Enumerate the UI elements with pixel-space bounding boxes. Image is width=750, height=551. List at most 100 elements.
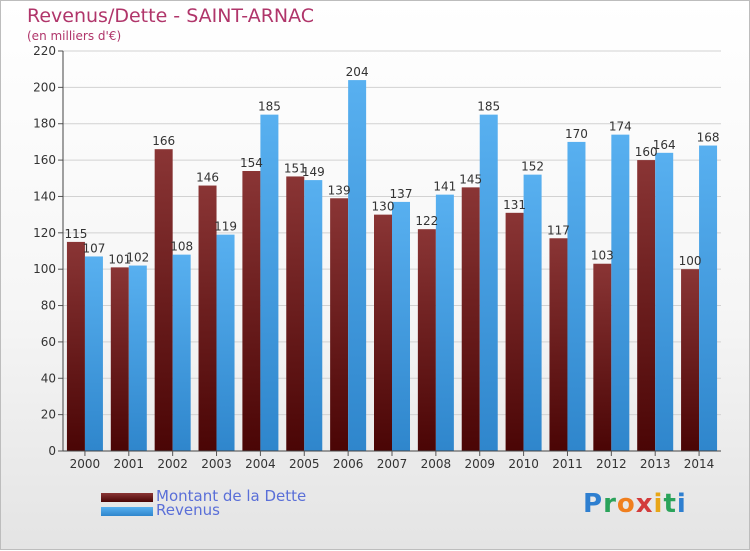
data-label-dette: 154 [240,156,263,170]
data-label-dette: 101 [108,252,131,266]
bar-dette [681,269,700,451]
bar-revenus [567,141,586,451]
data-label-dette: 117 [547,223,570,237]
bar-revenus [523,174,542,452]
bar-dette [505,212,524,451]
data-label-revenus: 119 [214,220,237,234]
y-tick-label: 160 [33,153,56,167]
x-tick-label: 2002 [157,457,188,471]
y-tick-label: 40 [41,371,56,385]
bar-revenus [304,180,323,451]
logo-letter: o [616,489,636,519]
bar-dette [66,241,85,451]
y-tick-label: 100 [33,262,56,276]
data-label-dette: 160 [635,145,658,159]
logo-letter: x [635,489,654,519]
bar-dette [110,267,129,451]
bar-revenus [216,234,235,451]
data-label-dette: 122 [415,214,438,228]
legend-label-dette: Montant de la Dette [156,487,307,505]
bar-dette [330,198,349,451]
proxiti-logo: Proxiti [583,489,687,519]
bar-dette [461,187,480,451]
data-label-dette: 115 [64,227,87,241]
x-tick-label: 2012 [596,457,627,471]
y-tick-label: 0 [48,444,56,458]
y-tick-label: 140 [33,189,56,203]
bar-dette [549,238,568,451]
logo-letter: r [603,489,617,519]
data-label-dette: 151 [284,161,307,175]
data-label-revenus: 137 [390,187,413,201]
y-tick-label: 60 [41,335,56,349]
legend-label-revenus: Revenus [156,501,220,519]
x-tick-label: 2011 [552,457,583,471]
data-label-revenus: 170 [565,127,588,141]
data-label-revenus: 149 [302,165,325,179]
y-tick-label: 80 [41,299,56,313]
data-label-revenus: 185 [258,100,281,114]
bar-dette [417,229,436,451]
bar-revenus [611,134,630,452]
data-label-dette: 166 [152,134,175,148]
bar-revenus [435,194,454,452]
legend-swatch-dette [101,493,153,502]
bar-revenus [172,254,191,451]
data-label-revenus: 174 [609,120,632,134]
bar-dette [593,263,612,451]
bar-revenus [348,80,367,451]
data-label-revenus: 164 [653,138,676,152]
y-tick-label: 200 [33,80,56,94]
bar-dette [286,176,305,452]
x-tick-label: 2008 [421,457,452,471]
data-label-revenus: 141 [433,180,456,194]
y-tick-label: 20 [41,408,56,422]
data-label-revenus: 185 [477,100,500,114]
bar-revenus [260,114,279,452]
bar-dette [374,214,392,451]
data-label-dette: 103 [591,249,614,263]
x-tick-label: 2001 [114,457,145,471]
y-tick-label: 120 [33,226,56,240]
data-label-revenus: 168 [697,131,720,145]
logo-letter: i [676,489,687,519]
x-tick-label: 2007 [377,457,408,471]
legend-swatch-revenus [101,507,153,516]
data-label-revenus: 102 [126,251,149,265]
bar-revenus [655,152,674,451]
bar-dette [154,149,173,451]
data-label-revenus: 108 [170,240,193,254]
y-tick-label: 220 [33,44,56,58]
bar-revenus [699,145,718,451]
x-tick-label: 2003 [201,457,232,471]
x-tick-label: 2009 [464,457,495,471]
y-tick-label: 180 [33,117,56,131]
data-label-dette: 139 [328,183,351,197]
logo-letter: P [583,489,604,519]
bar-dette [198,185,217,451]
bar-revenus [84,256,103,451]
chart-subtitle: (en milliers d'€) [27,29,122,43]
x-tick-label: 2004 [245,457,276,471]
bar-revenus [392,201,410,451]
data-label-revenus: 152 [521,160,544,174]
x-tick-label: 2013 [640,457,671,471]
logo-letter: t [663,489,677,519]
bar-dette [637,160,656,451]
data-label-revenus: 204 [346,65,369,79]
x-tick-label: 2000 [70,457,101,471]
data-label-dette: 145 [459,172,482,186]
data-label-dette: 130 [372,200,395,214]
bar-dette [242,171,261,451]
x-tick-label: 2006 [333,457,364,471]
logo-letter: i [653,489,664,519]
x-tick-label: 2005 [289,457,320,471]
data-label-dette: 146 [196,171,219,185]
x-tick-label: 2010 [508,457,539,471]
data-label-dette: 100 [679,254,702,268]
data-label-dette: 131 [503,198,526,212]
bar-revenus [128,265,147,451]
chart-title: Revenus/Dette - SAINT-ARNAC [27,5,315,27]
